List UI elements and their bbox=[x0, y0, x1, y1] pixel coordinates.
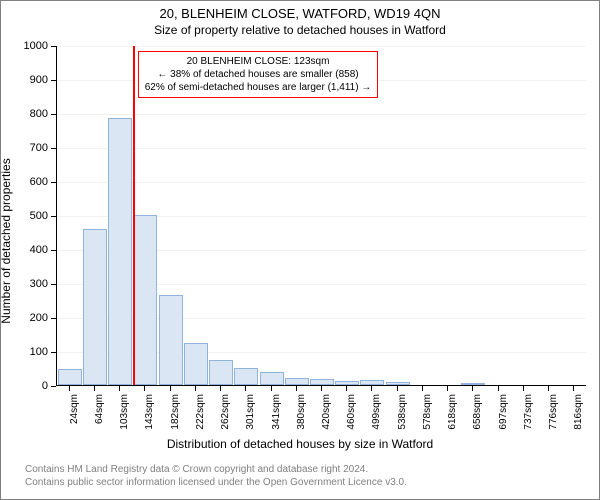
x-tick bbox=[346, 386, 347, 391]
title-main: 20, BLENHEIM CLOSE, WATFORD, WD19 4QN bbox=[1, 6, 599, 21]
x-tick-label: 499sqm bbox=[371, 394, 382, 434]
info-box: 20 BLENHEIM CLOSE: 123sqm← 38% of detach… bbox=[138, 51, 379, 98]
x-tick bbox=[69, 386, 70, 391]
gridline bbox=[57, 114, 586, 115]
histogram-bar bbox=[234, 368, 258, 385]
y-tick-label: 500 bbox=[1, 210, 48, 222]
x-tick-label: 737sqm bbox=[523, 394, 534, 434]
x-tick-label: 222sqm bbox=[195, 394, 206, 434]
y-tick-label: 200 bbox=[1, 312, 48, 324]
x-tick bbox=[371, 386, 372, 391]
info-box-line: 20 BLENHEIM CLOSE: 123sqm bbox=[145, 55, 372, 68]
x-tick bbox=[548, 386, 549, 391]
x-tick bbox=[144, 386, 145, 391]
x-tick-label: 103sqm bbox=[119, 394, 130, 434]
x-tick bbox=[119, 386, 120, 391]
x-tick-label: 618sqm bbox=[447, 394, 458, 434]
y-tick bbox=[51, 114, 56, 115]
histogram-bar bbox=[461, 383, 485, 385]
x-tick bbox=[321, 386, 322, 391]
x-tick bbox=[397, 386, 398, 391]
histogram-bar bbox=[310, 379, 334, 385]
x-tick bbox=[94, 386, 95, 391]
copyright-text: Contains HM Land Registry data © Crown c… bbox=[25, 463, 407, 489]
x-tick bbox=[271, 386, 272, 391]
x-tick-label: 380sqm bbox=[296, 394, 307, 434]
x-tick-label: 143sqm bbox=[144, 394, 155, 434]
x-tick bbox=[195, 386, 196, 391]
x-tick bbox=[523, 386, 524, 391]
y-tick bbox=[51, 216, 56, 217]
histogram-bar bbox=[335, 381, 359, 385]
x-tick-label: 182sqm bbox=[170, 394, 181, 434]
x-tick bbox=[498, 386, 499, 391]
y-tick bbox=[51, 182, 56, 183]
y-tick-label: 0 bbox=[1, 380, 48, 392]
x-tick bbox=[447, 386, 448, 391]
x-tick bbox=[573, 386, 574, 391]
y-tick-label: 400 bbox=[1, 244, 48, 256]
copyright-line1: Contains HM Land Registry data © Crown c… bbox=[25, 464, 368, 475]
x-tick-label: 64sqm bbox=[94, 394, 105, 434]
x-tick-label: 816sqm bbox=[573, 394, 584, 434]
x-tick-label: 538sqm bbox=[397, 394, 408, 434]
plot-area: 20 BLENHEIM CLOSE: 123sqm← 38% of detach… bbox=[56, 46, 586, 386]
histogram-bar bbox=[184, 343, 208, 386]
histogram-bar bbox=[133, 215, 157, 385]
x-tick-label: 460sqm bbox=[346, 394, 357, 434]
x-tick-label: 697sqm bbox=[498, 394, 509, 434]
y-tick-label: 300 bbox=[1, 278, 48, 290]
x-tick bbox=[472, 386, 473, 391]
y-tick bbox=[51, 250, 56, 251]
histogram-bar bbox=[108, 118, 132, 385]
x-tick bbox=[422, 386, 423, 391]
reference-line bbox=[133, 46, 135, 385]
x-tick bbox=[170, 386, 171, 391]
y-tick-label: 100 bbox=[1, 346, 48, 358]
y-axis-label: Number of detached properties bbox=[0, 141, 13, 341]
title-sub: Size of property relative to detached ho… bbox=[1, 23, 599, 37]
x-tick bbox=[220, 386, 221, 391]
histogram-bar bbox=[209, 360, 233, 386]
y-tick bbox=[51, 46, 56, 47]
x-axis-label: Distribution of detached houses by size … bbox=[1, 437, 599, 451]
x-tick-label: 301sqm bbox=[245, 394, 256, 434]
histogram-bar bbox=[285, 378, 309, 385]
x-tick bbox=[296, 386, 297, 391]
y-tick bbox=[51, 318, 56, 319]
copyright-line2: Contains public sector information licen… bbox=[25, 477, 407, 488]
histogram-bar bbox=[159, 295, 183, 385]
histogram-bar bbox=[58, 369, 82, 385]
gridline bbox=[57, 148, 586, 149]
gridline bbox=[57, 46, 586, 47]
info-box-line: 62% of semi-detached houses are larger (… bbox=[145, 81, 372, 94]
histogram-bar bbox=[83, 229, 107, 385]
histogram-bar bbox=[260, 372, 284, 385]
histogram-bar bbox=[360, 380, 384, 385]
y-tick bbox=[51, 284, 56, 285]
y-tick-label: 800 bbox=[1, 108, 48, 120]
y-tick-label: 600 bbox=[1, 176, 48, 188]
y-tick-label: 900 bbox=[1, 74, 48, 86]
y-tick bbox=[51, 352, 56, 353]
x-tick-label: 24sqm bbox=[69, 394, 80, 434]
y-tick-label: 700 bbox=[1, 142, 48, 154]
y-tick bbox=[51, 386, 56, 387]
x-tick bbox=[245, 386, 246, 391]
x-tick-label: 420sqm bbox=[321, 394, 332, 434]
x-tick-label: 341sqm bbox=[271, 394, 282, 434]
y-tick bbox=[51, 80, 56, 81]
chart-container: 20, BLENHEIM CLOSE, WATFORD, WD19 4QN Si… bbox=[0, 0, 600, 500]
gridline bbox=[57, 182, 586, 183]
x-tick-label: 658sqm bbox=[472, 394, 483, 434]
x-tick-label: 578sqm bbox=[422, 394, 433, 434]
y-tick-label: 1000 bbox=[1, 40, 48, 52]
histogram-bar bbox=[386, 382, 410, 385]
y-tick bbox=[51, 148, 56, 149]
x-tick-label: 262sqm bbox=[220, 394, 231, 434]
info-box-line: ← 38% of detached houses are smaller (85… bbox=[145, 68, 372, 81]
x-tick-label: 776sqm bbox=[548, 394, 559, 434]
